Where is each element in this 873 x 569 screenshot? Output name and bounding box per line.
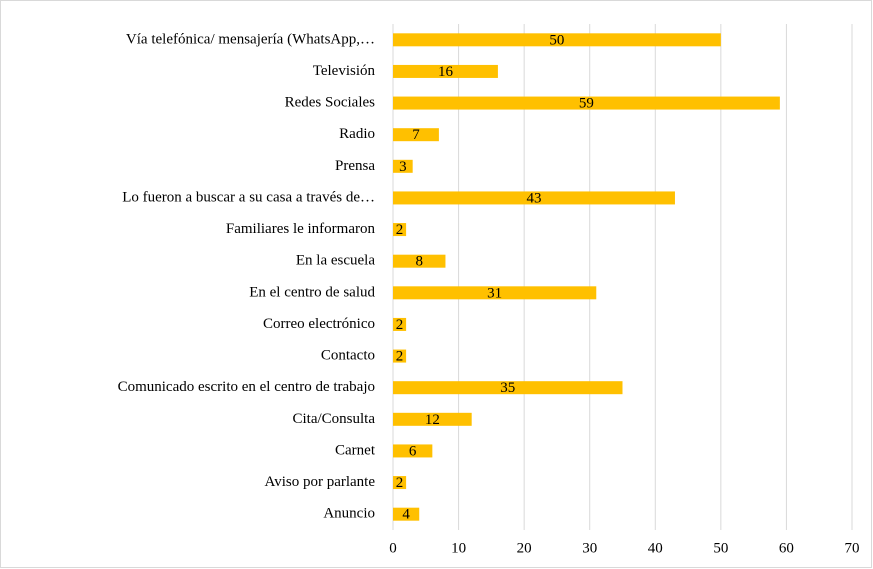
bar xyxy=(393,223,407,237)
data-label: 12 xyxy=(425,412,440,428)
data-label: 3 xyxy=(399,159,407,175)
bar xyxy=(393,286,597,300)
bar xyxy=(393,349,407,363)
x-tick-label: 40 xyxy=(648,540,663,556)
bar xyxy=(393,412,472,426)
y-tick-label: Redes Sociales xyxy=(285,95,376,111)
data-label: 50 xyxy=(549,32,564,48)
x-tick-label: 30 xyxy=(582,540,597,556)
x-tick-label: 20 xyxy=(517,540,532,556)
y-tick-label: Comunicado escrito en el centro de traba… xyxy=(118,379,375,395)
data-label: 2 xyxy=(396,475,404,491)
x-tick-label: 70 xyxy=(845,540,860,556)
data-label: 2 xyxy=(396,349,404,365)
data-label: 35 xyxy=(500,380,515,396)
bar xyxy=(393,191,675,205)
x-tick-label: 60 xyxy=(779,540,794,556)
y-tick-label: Aviso por parlante xyxy=(264,474,375,490)
x-tick-label: 50 xyxy=(713,540,728,556)
x-tick-label: 10 xyxy=(451,540,466,556)
bar xyxy=(393,96,780,110)
bar xyxy=(393,507,420,521)
y-tick-label: Contacto xyxy=(321,348,375,364)
bar xyxy=(393,476,407,490)
y-tick-label: Cita/Consulta xyxy=(293,411,376,427)
y-tick-label: En la escuela xyxy=(296,253,375,269)
data-label: 16 xyxy=(438,64,454,80)
data-label: 59 xyxy=(579,96,594,112)
y-tick-label: En el centro de salud xyxy=(249,284,375,300)
y-tick-label: Prensa xyxy=(335,158,375,174)
bar xyxy=(393,64,498,78)
bar xyxy=(393,317,407,331)
data-label: 31 xyxy=(487,285,502,301)
y-tick-label: Radio xyxy=(339,126,375,142)
bar xyxy=(393,444,433,458)
data-label: 6 xyxy=(409,443,417,459)
data-label: 2 xyxy=(396,222,404,238)
data-label: 8 xyxy=(415,254,423,270)
bar xyxy=(393,33,721,47)
data-label: 43 xyxy=(526,190,541,206)
y-tick-label: Carnet xyxy=(335,442,376,458)
data-label: 7 xyxy=(412,127,420,143)
data-label: 2 xyxy=(396,317,404,333)
data-label: 4 xyxy=(402,507,410,523)
bar xyxy=(393,128,439,142)
bar xyxy=(393,159,413,173)
y-tick-label: Lo fueron a buscar a su casa a través de… xyxy=(122,189,375,205)
bar xyxy=(393,254,446,268)
y-tick-label: Vía telefónica/ mensajería (WhatsApp,… xyxy=(126,31,375,47)
y-tick-label: Televisión xyxy=(313,63,376,79)
y-tick-label: Anuncio xyxy=(323,506,375,522)
y-tick-label: Familiares le informaron xyxy=(226,221,376,237)
x-tick-label: 0 xyxy=(389,540,397,556)
bar xyxy=(393,381,623,395)
y-tick-label: Correo electrónico xyxy=(263,316,375,332)
